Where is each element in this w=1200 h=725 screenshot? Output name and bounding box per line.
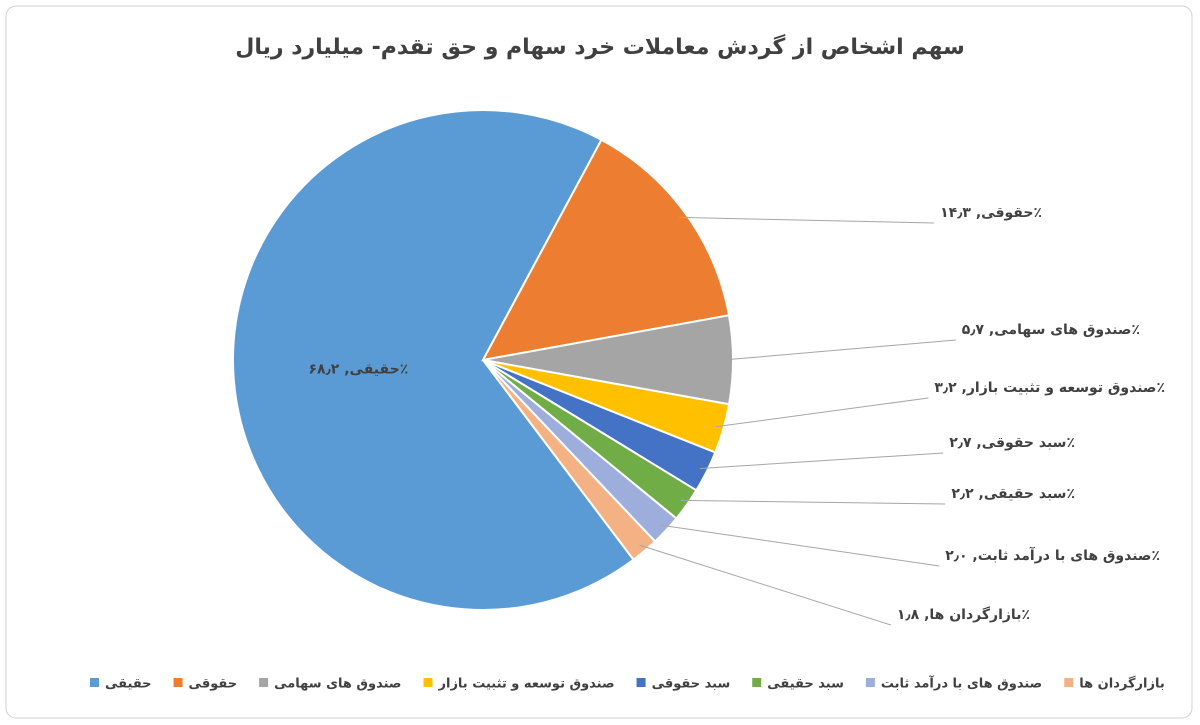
legend-swatch — [259, 678, 269, 687]
data-label: بازارگردان ها, ۱٫۸٪ — [897, 606, 1030, 623]
pie-slice — [482, 359, 657, 562]
data-label: صندوق های سهامی, ۵٫۷٪ — [962, 322, 1140, 338]
legend-swatch — [90, 678, 99, 687]
legend-swatch — [423, 678, 433, 687]
leader-line — [660, 524, 940, 567]
legend-swatch — [752, 678, 762, 687]
legend-swatch — [865, 678, 875, 687]
legend-label: صندوق های سهامی — [274, 677, 401, 692]
data-label: صندوق توسعه و تثبیت بازار, ۳٫۲٪ — [934, 380, 1165, 396]
data-label: صندوق های با درآمد ثابت, ۲٫۰٪ — [945, 546, 1160, 564]
legend-label: سبد حقوقی — [652, 677, 731, 692]
leader-line — [699, 452, 944, 469]
legend-swatch — [636, 678, 646, 687]
leader-line — [679, 216, 935, 224]
pie-slice — [232, 109, 635, 611]
data-label: حقوقی, ۱۴٫۳٪ — [940, 205, 1042, 221]
legend-label: صندوق های با درآمد ثابت — [881, 675, 1042, 692]
legend-label: صندوق توسعه و تثبیت بازار — [438, 677, 615, 692]
leader-line — [639, 544, 892, 626]
pie-slice — [481, 138, 731, 362]
leader-line — [725, 339, 956, 361]
data-label: سبد حقیقی, ۲٫۲٪ — [951, 486, 1075, 502]
legend-label: حقیقی — [105, 677, 152, 692]
chart-title: سهم اشخاص از گردش معاملات خرد سهام و حق … — [235, 33, 964, 60]
legend-label: حقوقی — [189, 677, 238, 692]
leader-line — [716, 397, 929, 428]
legend-swatch — [1064, 678, 1074, 687]
data-label: حقیقی, ۶۸٫۲٪ — [308, 362, 408, 378]
legend-label: سبد حقیقی — [767, 677, 844, 692]
data-label: سبد حقوقی, ۲٫۷٪ — [949, 435, 1075, 451]
leader-line — [680, 499, 946, 505]
legend-swatch — [173, 678, 183, 687]
legend-label: بازارگردان ها — [1079, 676, 1164, 692]
